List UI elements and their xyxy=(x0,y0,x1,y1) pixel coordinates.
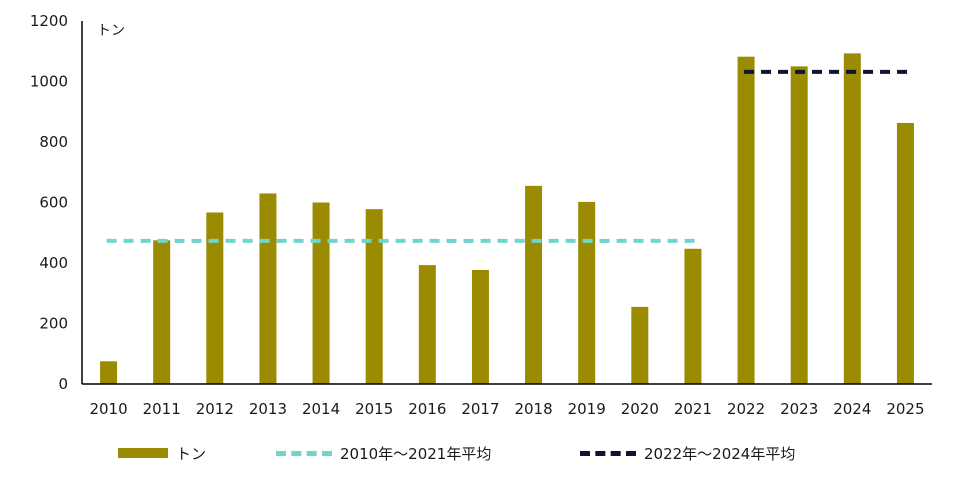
x-tick-label: 2013 xyxy=(249,400,287,418)
bar-2016 xyxy=(418,265,436,384)
legend-item-avg2: 2022年～2024年平均 xyxy=(580,438,795,468)
legend-item-avg1: 2010年～2021年平均 xyxy=(276,438,491,468)
bars xyxy=(100,53,914,385)
bar-2015 xyxy=(365,209,383,384)
x-tick-label: 2012 xyxy=(196,400,234,418)
legend-label-avg2: 2022年～2024年平均 xyxy=(644,444,796,463)
legend-swatch-avg1 xyxy=(276,450,332,456)
x-axis-ticks: 2010 2011 2012 2013 2014 2015 2016 2017 2018 2019… xyxy=(89,400,924,418)
x-tick-label: 2019 xyxy=(568,400,606,418)
bar-2020 xyxy=(631,306,649,384)
bar-2013 xyxy=(259,193,277,384)
bar-2021 xyxy=(684,248,702,384)
legend-swatch-bar xyxy=(118,448,168,458)
bar-2012 xyxy=(206,212,224,384)
x-tick-label: 2021 xyxy=(674,400,712,418)
x-tick-label: 2014 xyxy=(302,400,340,418)
x-tick-label: 2011 xyxy=(143,400,181,418)
bar-2024 xyxy=(843,53,861,385)
bar-2023 xyxy=(790,66,808,384)
bar-2025 xyxy=(896,122,914,384)
y-tick-label: 600 xyxy=(39,194,68,212)
x-tick-label: 2017 xyxy=(461,400,499,418)
y-tick-label: 400 xyxy=(39,254,68,272)
average-lines xyxy=(106,69,908,243)
bar-2014 xyxy=(312,202,330,384)
y-axis-ticks: 0 200 400 600 800 1000 1200 xyxy=(30,12,68,393)
bar-2017 xyxy=(471,269,489,384)
bar-2010 xyxy=(100,361,118,384)
bar-2019 xyxy=(578,201,596,384)
bar-2022 xyxy=(737,56,755,384)
x-tick-label: 2020 xyxy=(621,400,659,418)
y-tick-label: 1000 xyxy=(30,73,68,91)
legend-item-bar: トン xyxy=(118,438,206,468)
x-tick-label: 2018 xyxy=(514,400,552,418)
legend-label-avg1: 2010年～2021年平均 xyxy=(340,444,492,463)
y-tick-label: 0 xyxy=(58,375,68,393)
legend-swatch-avg2 xyxy=(580,450,636,456)
x-tick-label: 2022 xyxy=(727,400,765,418)
x-tick-label: 2016 xyxy=(408,400,446,418)
bar-2011 xyxy=(153,240,171,384)
y-axis-unit-label: トン xyxy=(97,23,125,39)
y-tick-label: 1200 xyxy=(30,12,68,30)
x-tick-label: 2025 xyxy=(886,400,924,418)
bar-2018 xyxy=(525,185,543,384)
y-tick-label: 800 xyxy=(39,133,68,151)
y-tick-label: 200 xyxy=(39,315,68,333)
x-tick-label: 2024 xyxy=(833,400,871,418)
x-tick-label: 2015 xyxy=(355,400,393,418)
legend-label-bar: トン xyxy=(176,444,207,463)
legend: トン 2010年～2021年平均 2022年～2024年平均 xyxy=(0,438,958,468)
x-tick-label: 2023 xyxy=(780,400,818,418)
x-tick-label: 2010 xyxy=(89,400,127,418)
